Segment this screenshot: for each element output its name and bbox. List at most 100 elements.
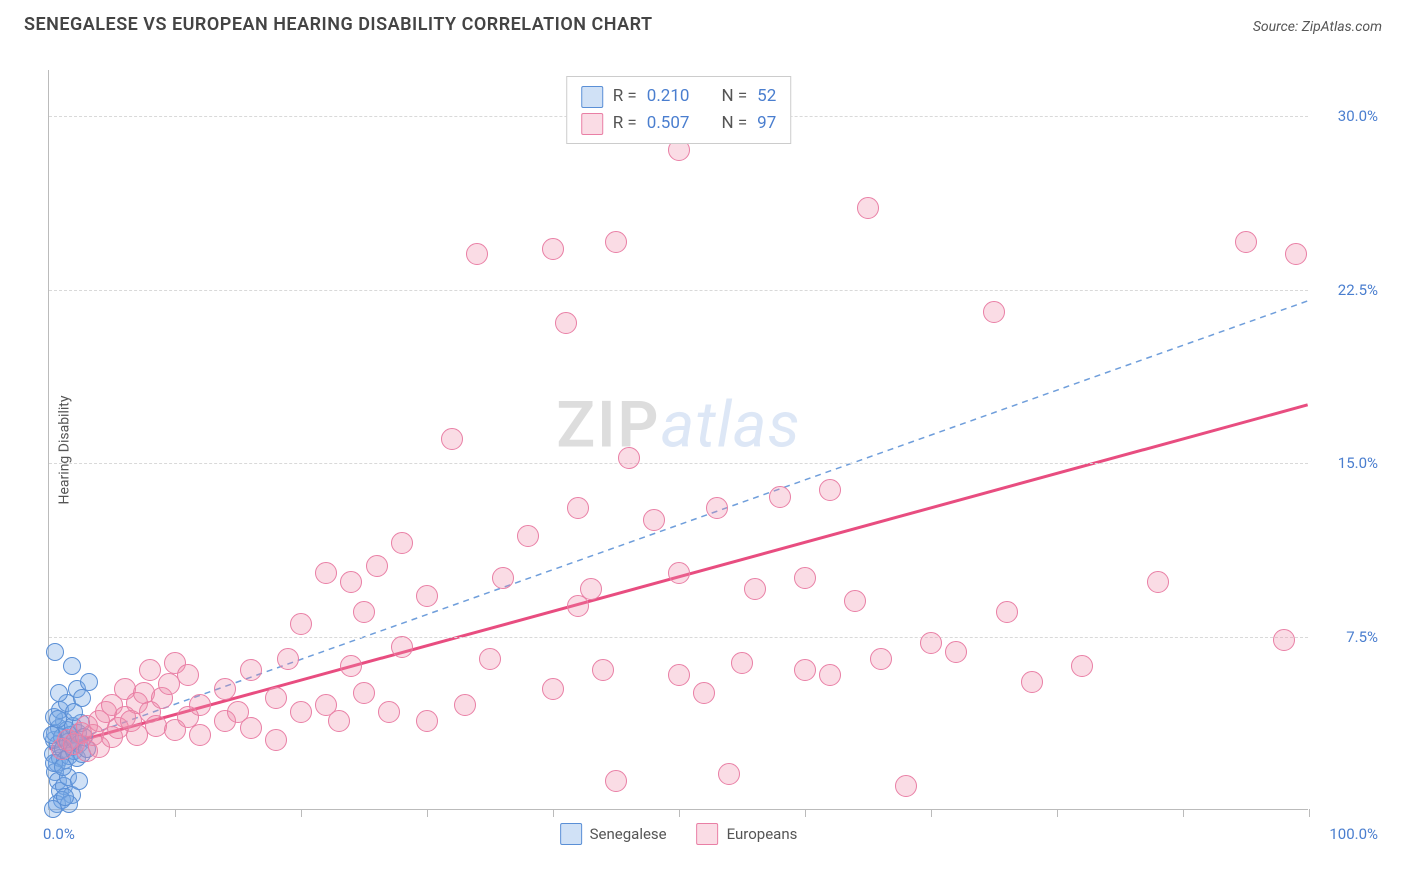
- r-value: 0.507: [647, 110, 690, 137]
- y-tick-label: 22.5%: [1338, 281, 1378, 299]
- data-point: [668, 664, 690, 686]
- plot-area: ZIPatlas R =0.210N =52R =0.507N =97 0.0%…: [48, 70, 1308, 810]
- data-point: [479, 648, 501, 670]
- data-point: [441, 428, 463, 450]
- data-point: [1021, 671, 1043, 693]
- n-label: N =: [721, 83, 747, 110]
- data-point: [177, 664, 199, 686]
- data-point: [1147, 571, 1169, 593]
- x-axis-max-label: 100.0%: [1329, 825, 1378, 843]
- data-point: [983, 301, 1005, 323]
- data-point: [605, 770, 627, 792]
- data-point: [643, 509, 665, 531]
- gridline: [49, 463, 1308, 464]
- data-point: [340, 571, 362, 593]
- data-point: [73, 689, 91, 707]
- data-point: [340, 655, 362, 677]
- y-tick-label: 30.0%: [1338, 107, 1378, 125]
- data-point: [580, 578, 602, 600]
- x-tick: [1057, 809, 1058, 817]
- data-point: [794, 659, 816, 681]
- legend-row: R =0.210N =52: [581, 83, 777, 110]
- r-label: R =: [613, 110, 637, 137]
- x-axis-min-label: 0.0%: [43, 825, 75, 843]
- data-point: [618, 447, 640, 469]
- x-tick: [553, 809, 554, 817]
- gridline: [49, 637, 1308, 638]
- data-point: [63, 657, 81, 675]
- data-point: [744, 578, 766, 600]
- data-point: [50, 684, 68, 702]
- y-tick-label: 15.0%: [1338, 454, 1378, 472]
- x-tick: [1309, 809, 1310, 817]
- data-point: [366, 555, 388, 577]
- x-tick: [679, 809, 680, 817]
- data-point: [769, 486, 791, 508]
- data-point: [391, 636, 413, 658]
- legend-item: Senegalese: [560, 823, 667, 845]
- data-point: [240, 717, 262, 739]
- x-tick: [427, 809, 428, 817]
- data-point: [895, 775, 917, 797]
- data-point: [315, 562, 337, 584]
- data-point: [1285, 243, 1307, 265]
- x-tick: [301, 809, 302, 817]
- legend-label: Europeans: [727, 825, 798, 843]
- legend-row: R = 0.507 N = 97: [581, 110, 777, 137]
- data-point: [706, 497, 728, 519]
- data-point: [542, 678, 564, 700]
- data-point: [416, 585, 438, 607]
- legend-swatch: [560, 823, 582, 845]
- data-point: [1235, 231, 1257, 253]
- n-value: 97: [757, 110, 776, 137]
- data-point: [819, 664, 841, 686]
- data-point: [555, 312, 577, 334]
- data-point: [870, 648, 892, 670]
- data-point: [1273, 629, 1295, 651]
- data-point: [189, 694, 211, 716]
- data-point: [605, 231, 627, 253]
- data-point: [844, 590, 866, 612]
- legend-item: Europeans: [697, 823, 798, 845]
- data-point: [189, 724, 211, 746]
- watermark-atlas: atlas: [661, 387, 801, 462]
- data-point: [54, 758, 72, 776]
- x-tick: [175, 809, 176, 817]
- data-point: [454, 694, 476, 716]
- watermark: ZIPatlas: [556, 387, 800, 462]
- data-point: [290, 701, 312, 723]
- data-point: [139, 659, 161, 681]
- data-point: [378, 701, 400, 723]
- legend-swatch: [697, 823, 719, 845]
- x-tick: [931, 809, 932, 817]
- data-point: [542, 238, 564, 260]
- n-label: N =: [721, 110, 747, 137]
- chart-container: Hearing Disability ZIPatlas R =0.210N =5…: [48, 60, 1388, 840]
- data-point: [46, 643, 64, 661]
- data-point: [567, 497, 589, 519]
- gridline: [49, 290, 1308, 291]
- data-point: [265, 729, 287, 751]
- legend-label: Senegalese: [590, 825, 667, 843]
- trend-lines-layer: [49, 70, 1308, 809]
- data-point: [240, 659, 262, 681]
- data-point: [353, 601, 375, 623]
- r-label: R =: [613, 83, 637, 110]
- chart-header: SENEGALESE VS EUROPEAN HEARING DISABILIT…: [0, 0, 1406, 41]
- data-point: [277, 648, 299, 670]
- watermark-zip: ZIP: [556, 387, 660, 462]
- legend-swatch: [581, 86, 603, 108]
- data-point: [353, 682, 375, 704]
- data-point: [214, 678, 236, 700]
- data-point: [819, 479, 841, 501]
- chart-title: SENEGALESE VS EUROPEAN HEARING DISABILIT…: [24, 14, 653, 35]
- y-tick-label: 7.5%: [1346, 628, 1378, 646]
- data-point: [56, 788, 74, 806]
- data-point: [945, 641, 967, 663]
- data-point: [996, 601, 1018, 623]
- r-value: 0.210: [647, 83, 690, 110]
- data-point: [466, 243, 488, 265]
- data-point: [693, 682, 715, 704]
- data-point: [731, 652, 753, 674]
- correlation-legend: R =0.210N =52R =0.507N =97: [566, 76, 792, 144]
